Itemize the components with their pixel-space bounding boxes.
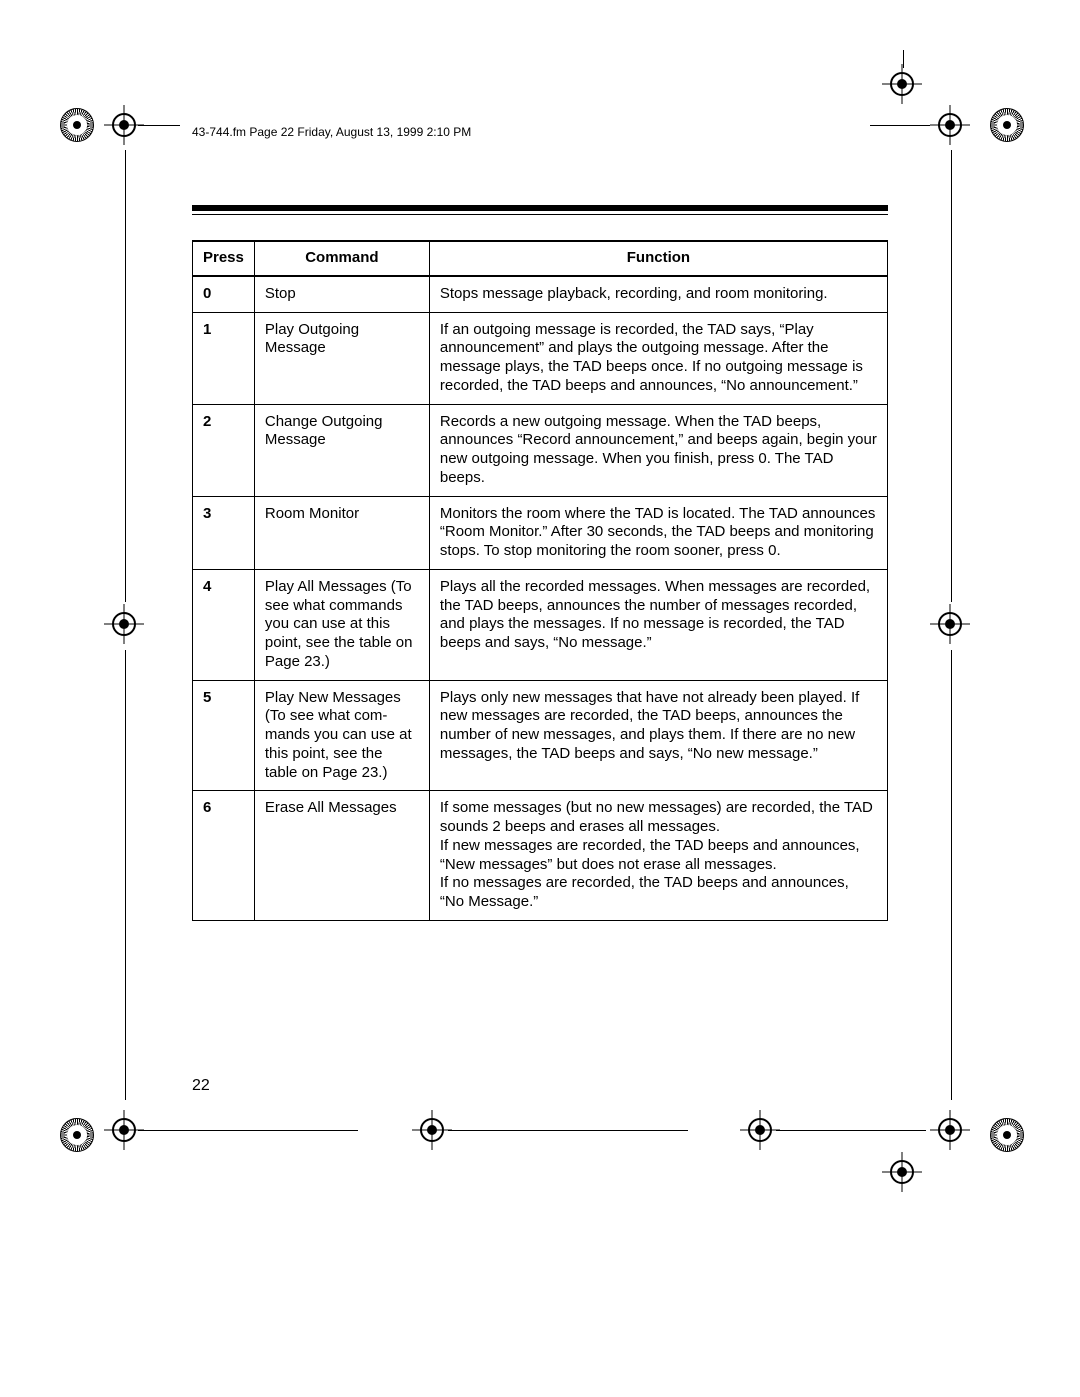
col-header-press: Press <box>193 241 255 276</box>
crop-line <box>138 125 180 126</box>
target-bot-right-b <box>938 1118 962 1142</box>
target-mid-right <box>938 612 962 636</box>
target-mid-left <box>112 612 136 636</box>
cell-press: 1 <box>193 312 255 404</box>
content-area: Press Command Function 0 Stop Stops mess… <box>192 240 888 921</box>
cell-function: Monitors the room where the TAD is locat… <box>429 496 887 569</box>
table-row: 4 Play All Messages (To see what com­man… <box>193 569 888 680</box>
target-bot-left <box>112 1118 136 1142</box>
running-header: 43-744.fm Page 22 Friday, August 13, 199… <box>192 125 471 139</box>
cell-function: If some messages (but no new messages) a… <box>429 791 887 921</box>
cell-function: Plays all the recorded messages. When me… <box>429 569 887 680</box>
col-header-function: Function <box>429 241 887 276</box>
cell-press: 2 <box>193 404 255 496</box>
crop-line <box>125 650 126 1100</box>
table-row: 1 Play Outgoing Message If an outgoing m… <box>193 312 888 404</box>
page-number: 22 <box>192 1077 210 1095</box>
cell-command: Play Outgoing Message <box>254 312 429 404</box>
crop-line <box>125 150 126 602</box>
crop-line <box>951 650 952 1100</box>
table-header-row: Press Command Function <box>193 241 888 276</box>
table-row: 6 Erase All Messages If some messages (b… <box>193 791 888 921</box>
crop-line <box>138 1130 358 1131</box>
cell-command: Change Outgoing Message <box>254 404 429 496</box>
target-top-right-b <box>938 113 962 137</box>
top-thick-rule <box>192 205 888 211</box>
col-header-command: Command <box>254 241 429 276</box>
cell-press: 4 <box>193 569 255 680</box>
target-top-right-a <box>890 72 914 96</box>
reg-mark-top-right <box>990 108 1024 142</box>
target-bot-right-a <box>748 1118 772 1142</box>
table-row: 0 Stop Stops message playback, recording… <box>193 276 888 312</box>
reg-mark-top-left <box>60 108 94 142</box>
cell-command: Play New Messages (To see what com­mands… <box>254 680 429 791</box>
cell-press: 6 <box>193 791 255 921</box>
cell-press: 3 <box>193 496 255 569</box>
target-top-left <box>112 113 136 137</box>
reg-mark-bot-left <box>60 1118 94 1152</box>
cell-press: 0 <box>193 276 255 312</box>
reg-mark-bot-right <box>990 1118 1024 1152</box>
table-row: 2 Change Outgoing Message Records a new … <box>193 404 888 496</box>
target-bot-right-c <box>890 1160 914 1184</box>
target-bot-mid <box>420 1118 444 1142</box>
cell-function: Plays only new messages that have not al… <box>429 680 887 791</box>
crop-line <box>870 125 930 126</box>
cell-command: Play All Messages (To see what com­mands… <box>254 569 429 680</box>
cell-function: Records a new outgoing message. When the… <box>429 404 887 496</box>
crop-line <box>903 50 904 68</box>
table-row: 3 Room Monitor Monitors the room where t… <box>193 496 888 569</box>
crop-line <box>776 1130 926 1131</box>
cell-command: Stop <box>254 276 429 312</box>
cell-press: 5 <box>193 680 255 791</box>
crop-line <box>448 1130 688 1131</box>
table-row: 5 Play New Messages (To see what com­man… <box>193 680 888 791</box>
cell-function: If an outgoing message is recorded, the … <box>429 312 887 404</box>
top-thin-rule <box>192 214 888 215</box>
cell-command: Room Monitor <box>254 496 429 569</box>
cell-command: Erase All Messages <box>254 791 429 921</box>
crop-line <box>951 150 952 602</box>
cell-function: Stops message playback, recording, and r… <box>429 276 887 312</box>
command-table: Press Command Function 0 Stop Stops mess… <box>192 240 888 921</box>
